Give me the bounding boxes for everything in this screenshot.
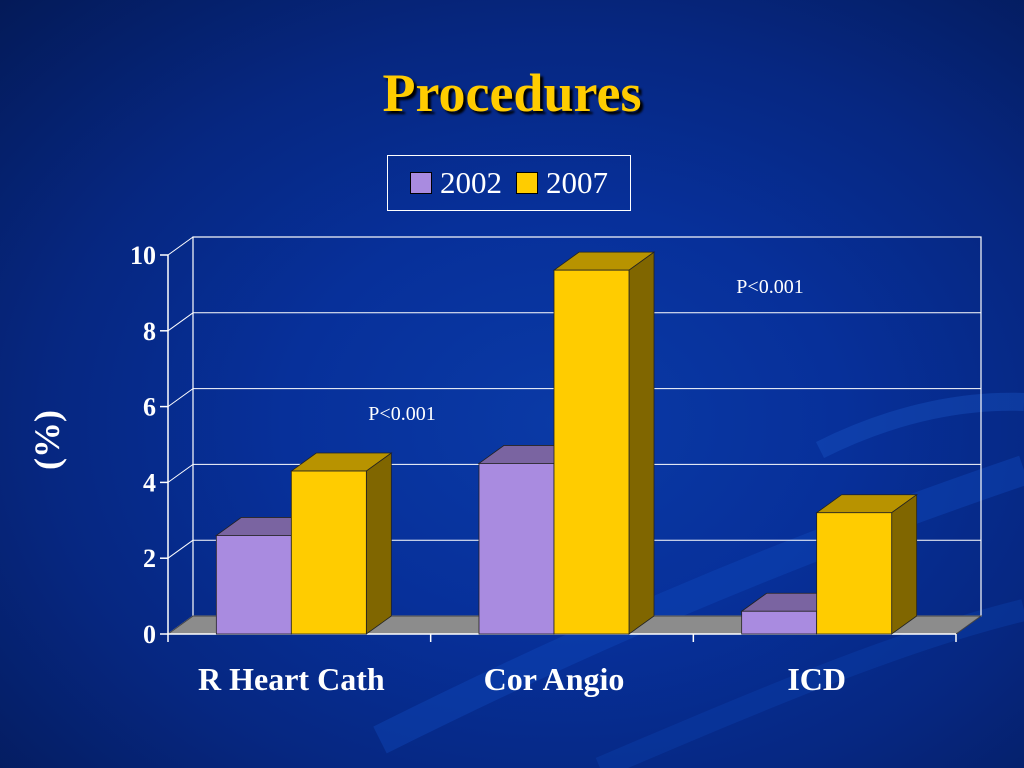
legend-item-2007: 2007 <box>516 165 608 201</box>
bar-r-heart-cath-2007 <box>290 452 393 635</box>
y-tick-label: 4 <box>143 468 156 497</box>
bar-front <box>553 269 630 635</box>
gridline-side <box>167 388 194 408</box>
p-value-annotation: P<0.001 <box>736 276 803 298</box>
x-category-label: ICD <box>787 661 846 697</box>
bar-side <box>365 452 392 635</box>
bar-front <box>290 470 367 635</box>
legend-swatch-2007 <box>516 172 538 194</box>
bar-icd-2007 <box>815 493 918 635</box>
bar-side <box>628 251 655 635</box>
bar-front <box>215 535 292 635</box>
y-tick-label: 10 <box>130 241 156 270</box>
chart-legend: 2002 2007 <box>387 155 631 211</box>
slide-title: Procedures <box>382 63 642 123</box>
y-tick-label: 6 <box>143 393 156 422</box>
bar-front <box>478 463 555 635</box>
y-tick-label: 0 <box>143 620 156 649</box>
bar-front <box>816 512 893 635</box>
bar-cor-angio-2007 <box>552 251 656 635</box>
gridline-side <box>167 236 194 256</box>
gridline-side <box>167 463 194 483</box>
legend-item-2002: 2002 <box>410 165 502 201</box>
bar-front <box>741 610 818 635</box>
y-tick-label: 8 <box>143 317 156 346</box>
x-category-label: Cor Angio <box>484 661 625 697</box>
y-tick-label: 2 <box>143 544 156 573</box>
bar-side <box>891 493 918 635</box>
gridline-side <box>167 312 194 332</box>
legend-label-2007: 2007 <box>546 165 608 200</box>
legend-label-2002: 2002 <box>440 165 502 200</box>
x-category-label: R Heart Cath <box>198 661 385 697</box>
p-value-annotation: P<0.001 <box>368 403 435 425</box>
legend-swatch-2002 <box>410 172 432 194</box>
gridline-side <box>167 539 194 559</box>
